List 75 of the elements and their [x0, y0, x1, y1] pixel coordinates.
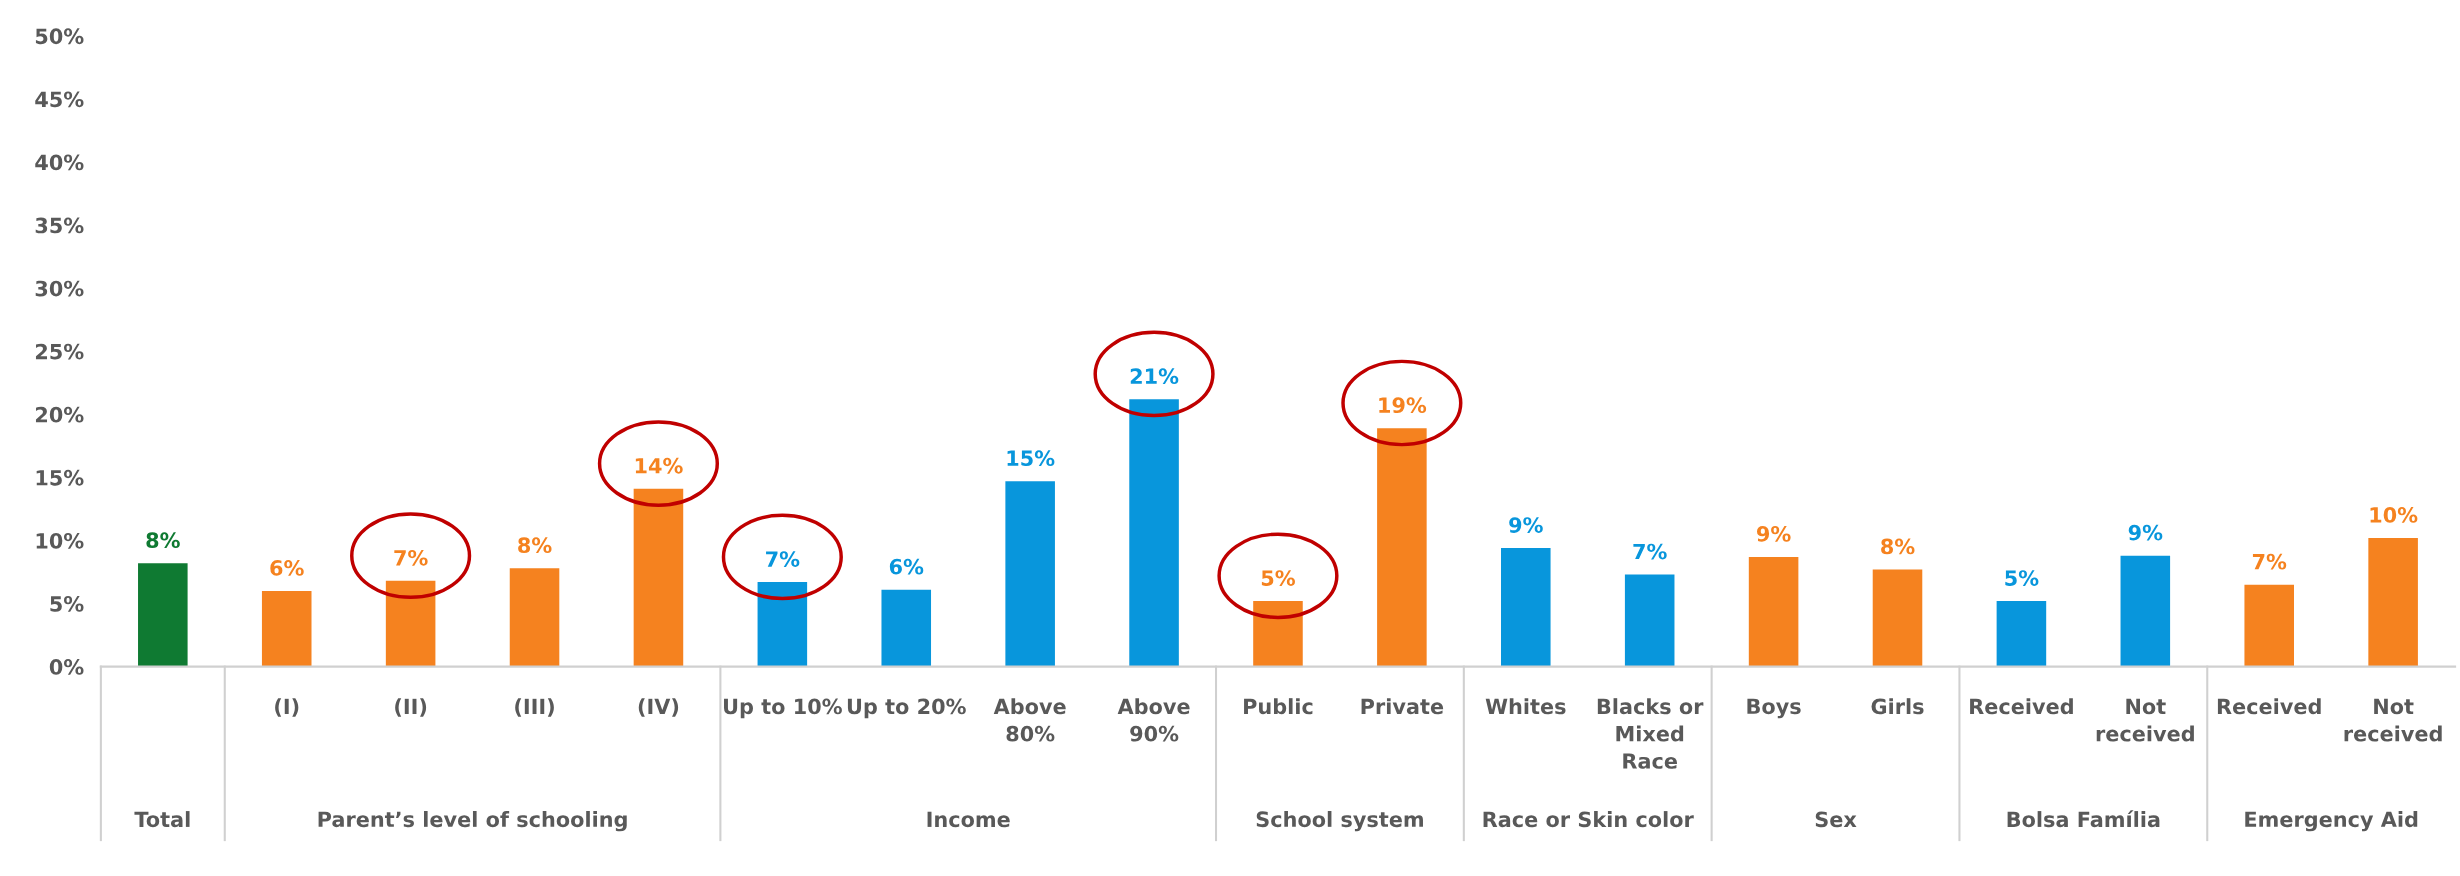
data-label: 15%: [1007, 450, 1055, 467]
data-label: 19%: [1379, 397, 1427, 414]
x-tick-label: (I): [275, 698, 299, 717]
y-tick-label: 35%: [35, 217, 84, 234]
data-label: 9%: [2128, 524, 2163, 541]
x-tick-label: Above 90%: [1117, 698, 1190, 742]
bar: [385, 580, 436, 667]
x-tick-label: (III): [515, 698, 554, 717]
text: Emergency Aid: [2245, 811, 2418, 832]
data-label: 7%: [1633, 543, 1667, 560]
x-tick-label: Blacks or Mixed Race: [1597, 698, 1704, 769]
bar: [1005, 481, 1055, 667]
x-tick-label: (IV): [638, 698, 679, 717]
data-label: 7%: [394, 549, 428, 566]
data-label: 8%: [518, 537, 552, 554]
x-tick-label: (II): [395, 698, 427, 717]
data-label: 5%: [2005, 570, 2039, 586]
data-label: 9%: [1509, 517, 1543, 533]
bar: [1748, 556, 1799, 667]
text: Sex: [1815, 811, 1857, 828]
bar: [1872, 569, 1923, 667]
bar: [138, 563, 188, 667]
y-tick-label: 45%: [35, 91, 84, 108]
y-tick-label: 20%: [35, 406, 84, 423]
y-tick-label: 30%: [35, 280, 84, 297]
y-tick-label: 10%: [36, 532, 84, 549]
data-label: 21%: [1130, 368, 1179, 385]
bar: [2244, 584, 2294, 667]
data-label: 8%: [146, 532, 180, 549]
x-tick-label: Public: [1244, 698, 1313, 715]
data-label: 8%: [1881, 538, 1915, 555]
text: Race or Skin color: [1483, 811, 1694, 828]
bar: [1377, 428, 1427, 667]
x-tick-label: Private: [1361, 698, 1444, 715]
y-tick-label: 5%: [50, 596, 84, 612]
bar: [2120, 555, 2171, 667]
data-label: 9%: [1756, 525, 1791, 542]
data-label: 6%: [889, 558, 924, 575]
x-tick-label: Above 80%: [993, 698, 1066, 742]
text: Parent’s level of schooling: [318, 811, 627, 832]
bar: [1253, 601, 1303, 667]
x-tick-label: Whites: [1485, 698, 1566, 715]
bar: [1129, 399, 1179, 667]
y-tick-label: 50%: [35, 28, 84, 45]
bar: [757, 582, 808, 667]
data-label: 5%: [1261, 570, 1295, 586]
bar: [2368, 537, 2418, 667]
x-tick-label: Not received: [2096, 698, 2194, 742]
x-tick-label: Up to 20%: [847, 698, 966, 719]
data-label: 7%: [766, 551, 800, 567]
bar: [1624, 574, 1675, 667]
text: Income: [927, 811, 1010, 828]
data-label: 6%: [270, 560, 304, 576]
bar: [261, 590, 312, 667]
x-tick-label: Up to 10%: [724, 698, 842, 719]
bar: [633, 488, 684, 667]
text: Bolsa Família: [2007, 810, 2160, 828]
bar: [509, 568, 560, 667]
bar: [881, 589, 932, 667]
y-tick-label: 25%: [35, 343, 84, 360]
x-tick-label: Boys: [1747, 698, 1801, 719]
x-tick-label: Received: [1970, 698, 2073, 715]
bar: [1996, 601, 2047, 667]
bar: [1501, 548, 1551, 667]
y-tick-label: 15%: [36, 469, 84, 486]
data-label: 14%: [635, 457, 683, 474]
y-tick-label: 0%: [49, 659, 84, 675]
data-label: 7%: [2252, 553, 2287, 570]
data-label: 10%: [2370, 507, 2418, 523]
y-tick-label: 40%: [35, 154, 84, 171]
text: Total: [134, 811, 190, 828]
x-tick-label: Not received: [2344, 698, 2442, 742]
text: School system: [1256, 811, 1423, 832]
x-tick-label: Girls: [1871, 698, 1924, 715]
x-tick-label: Received: [2217, 698, 2321, 715]
